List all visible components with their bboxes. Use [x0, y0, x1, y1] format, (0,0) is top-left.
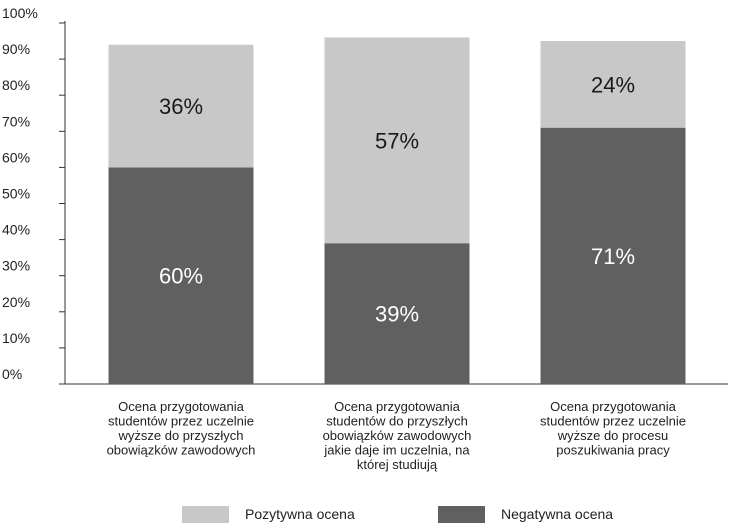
legend-label-positive: Pozytywna ocena: [245, 506, 355, 522]
data-label-positive: 24%: [591, 72, 635, 97]
y-tick-label: 40%: [2, 222, 30, 238]
y-tick-label: 60%: [2, 149, 30, 165]
data-label-positive: 36%: [159, 94, 203, 119]
data-label-positive: 57%: [375, 128, 419, 153]
category-label: Ocena przygotowania: [118, 399, 245, 414]
y-tick-label: 90%: [2, 41, 30, 57]
category-label: Ocena przygotowania: [334, 399, 461, 414]
y-tick-label: 10%: [2, 330, 30, 346]
legend-item-negative: Negatywna ocena: [438, 503, 613, 525]
category-label: obowiązków zawodowych: [323, 428, 472, 443]
y-tick-label: 30%: [2, 258, 30, 274]
y-tick-label: 70%: [2, 113, 30, 129]
category-label: studentów do przyszłych: [326, 414, 468, 429]
category-label: studentów przez uczelnie: [540, 414, 686, 429]
category-label: obowiązków zawodowych: [107, 443, 256, 458]
legend-item-positive: Pozytywna ocena: [182, 503, 355, 525]
category-label: studentów przez uczelnie: [108, 414, 254, 429]
category-label: jakie daje im uczelnia, na: [323, 443, 470, 458]
category-label: poszukiwania pracy: [556, 443, 670, 458]
y-tick-label: 20%: [2, 294, 30, 310]
category-label: której studiują: [357, 457, 438, 472]
legend-swatch-positive: [182, 505, 229, 523]
stacked-bar-chart: 0% 10% 20% 30% 40% 50% 60% 70% 80% 90% 100% 60% 36% O…: [2, 5, 728, 472]
bar-segment-negative: [540, 127, 686, 384]
category-label: wyższe do przyszłych: [118, 428, 244, 443]
legend-label-negative: Negatywna ocena: [501, 506, 614, 522]
y-tick-label: 100%: [2, 5, 38, 21]
bar-segment-negative: [108, 167, 254, 384]
y-tick-label: 80%: [2, 77, 30, 93]
bar-segment-positive: [540, 41, 686, 128]
bar-segment-positive: [108, 44, 254, 168]
category-label: wyższe do procesu: [557, 428, 669, 443]
legend-swatch-negative: [438, 505, 485, 523]
y-tick-label: 50%: [2, 186, 30, 202]
data-label-negative: 60%: [159, 264, 203, 289]
bar-segment-negative: [324, 243, 470, 384]
bar-segment-positive: [324, 37, 470, 244]
y-tick-label: 0%: [2, 366, 22, 382]
category-label: Ocena przygotowania: [550, 399, 677, 414]
data-label-negative: 39%: [375, 302, 419, 327]
data-label-negative: 71%: [591, 244, 635, 269]
